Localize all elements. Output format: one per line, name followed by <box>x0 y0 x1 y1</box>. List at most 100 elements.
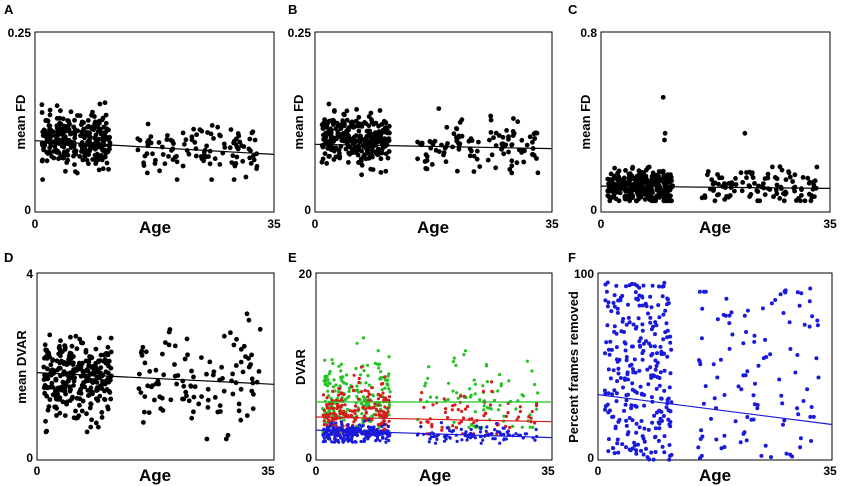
point-d-subjects-1-29 <box>183 389 189 395</box>
point-d-subjects-1-90 <box>211 369 217 375</box>
point-e-red-0-196 <box>331 407 335 411</box>
point-d-subjects-1-100 <box>251 391 256 397</box>
point-b-subjects-1-33 <box>521 159 527 165</box>
y-tick-top-f: 100 <box>574 267 594 281</box>
point-f-subjects-0-205 <box>632 357 637 362</box>
point-e-green-0-191 <box>355 341 359 345</box>
panel-d: D 4 0 0 35 Age mean DVAR <box>4 250 275 485</box>
point-e-red-0-119 <box>342 409 346 413</box>
point-f-subjects-0-202 <box>614 399 619 404</box>
point-d-subjects-1-64 <box>145 383 151 389</box>
point-f-subjects-0-75 <box>616 366 621 371</box>
point-e-blue-1-42 <box>419 425 423 429</box>
point-e-green-1-7 <box>535 407 539 411</box>
point-a-subjects-0-291 <box>47 126 52 132</box>
point-d-subjects-0-74 <box>43 418 48 424</box>
point-d-subjects-0-218 <box>43 429 49 435</box>
point-f-subjects-1-9 <box>809 439 814 443</box>
point-a-subjects-1-12 <box>252 137 258 143</box>
point-d-subjects-1-44 <box>152 397 157 403</box>
point-e-green-1-47 <box>520 425 524 429</box>
point-c-subjects-0-147 <box>630 195 635 201</box>
outlier-point-c-0 <box>660 94 666 100</box>
point-a-subjects-0-270 <box>97 120 102 126</box>
point-e-green-1-29 <box>482 408 486 412</box>
point-c-subjects-1-55 <box>774 176 780 182</box>
point-c-subjects-0-289 <box>661 190 667 196</box>
point-f-subjects-0-170 <box>656 303 661 308</box>
point-f-subjects-1-83 <box>745 369 750 374</box>
point-d-subjects-0-122 <box>67 384 72 390</box>
point-f-subjects-0-261 <box>632 389 637 394</box>
point-f-subjects-1-104 <box>809 405 814 409</box>
point-a-subjects-0-197 <box>72 135 78 141</box>
point-a-subjects-0-250 <box>79 133 85 139</box>
point-d-subjects-0-271 <box>79 408 85 414</box>
point-c-subjects-1-58 <box>726 181 732 186</box>
marks-f <box>597 280 833 462</box>
point-c-subjects-0-290 <box>668 172 673 178</box>
point-f-subjects-1-28 <box>769 455 773 460</box>
x-tick-right-f: 35 <box>823 464 837 478</box>
point-c-subjects-0-149 <box>636 168 642 174</box>
point-e-green-1-74 <box>481 384 485 388</box>
point-f-subjects-1-63 <box>763 443 768 448</box>
point-a-subjects-0-292 <box>47 150 53 155</box>
point-a-subjects-1-98 <box>243 174 249 180</box>
point-e-blue-0-212 <box>350 437 354 441</box>
point-e-red-1-32 <box>454 426 458 430</box>
point-d-subjects-1-66 <box>160 408 166 413</box>
point-e-green-1-3 <box>497 373 502 377</box>
point-e-red-1-26 <box>518 405 522 409</box>
point-e-red-0-29 <box>357 380 361 385</box>
panel-f: F 100 0 0 35 Age Percent frames removed <box>566 250 837 485</box>
point-f-subjects-1-16 <box>796 412 801 417</box>
point-b-subjects-0-146 <box>348 120 354 126</box>
point-d-subjects-0-181 <box>46 404 52 409</box>
point-a-subjects-0-217 <box>61 152 67 157</box>
point-a-subjects-1-58 <box>250 129 256 135</box>
point-f-subjects-0-273 <box>661 337 666 342</box>
point-e-red-0-140 <box>366 389 370 393</box>
point-a-subjects-1-90 <box>174 177 180 183</box>
point-e-green-0-44 <box>379 370 383 374</box>
point-b-subjects-0-280 <box>331 157 337 162</box>
point-c-subjects-0-254 <box>648 197 653 203</box>
point-a-subjects-0-253 <box>79 129 85 135</box>
point-f-subjects-0-90 <box>642 426 647 431</box>
point-b-subjects-1-61 <box>485 157 491 163</box>
point-b-subjects-1-39 <box>471 153 477 159</box>
point-b-subjects-0-131 <box>366 155 372 161</box>
point-e-blue-1-50 <box>498 441 502 445</box>
point-e-blue-1-19 <box>502 438 506 442</box>
point-e-green-1-45 <box>424 381 428 385</box>
point-c-subjects-0-164 <box>624 193 630 199</box>
point-c-subjects-0-175 <box>654 187 660 193</box>
point-e-red-1-55 <box>444 407 448 411</box>
panel-label-d: D <box>4 250 13 265</box>
point-f-subjects-0-219 <box>659 409 664 414</box>
point-a-subjects-1-96 <box>233 161 239 166</box>
point-e-red-0-17 <box>387 395 392 399</box>
point-e-green-0-39 <box>361 336 366 340</box>
point-e-green-0-215 <box>328 381 332 385</box>
point-f-subjects-0-114 <box>615 310 620 315</box>
point-b-subjects-1-2 <box>506 149 511 155</box>
point-f-subjects-0-31 <box>612 324 617 329</box>
point-f-subjects-0-68 <box>657 315 662 320</box>
point-f-subjects-0-198 <box>668 424 673 429</box>
point-e-green-0-96 <box>362 369 366 373</box>
point-e-red-0-158 <box>359 365 363 369</box>
point-a-subjects-1-91 <box>208 131 214 137</box>
point-d-subjects-1-109 <box>220 376 225 381</box>
point-c-subjects-1-1 <box>781 198 787 204</box>
point-f-subjects-0-257 <box>653 434 658 439</box>
point-a-subjects-1-94 <box>152 161 158 166</box>
point-e-red-0-137 <box>387 419 391 423</box>
point-d-subjects-0-290 <box>78 386 84 392</box>
point-d-subjects-0-277 <box>84 429 90 435</box>
point-c-subjects-0-260 <box>644 192 650 197</box>
point-c-subjects-1-4 <box>802 198 808 204</box>
point-e-green-1-10 <box>454 363 458 367</box>
outlier-point-c-1 <box>662 130 668 136</box>
